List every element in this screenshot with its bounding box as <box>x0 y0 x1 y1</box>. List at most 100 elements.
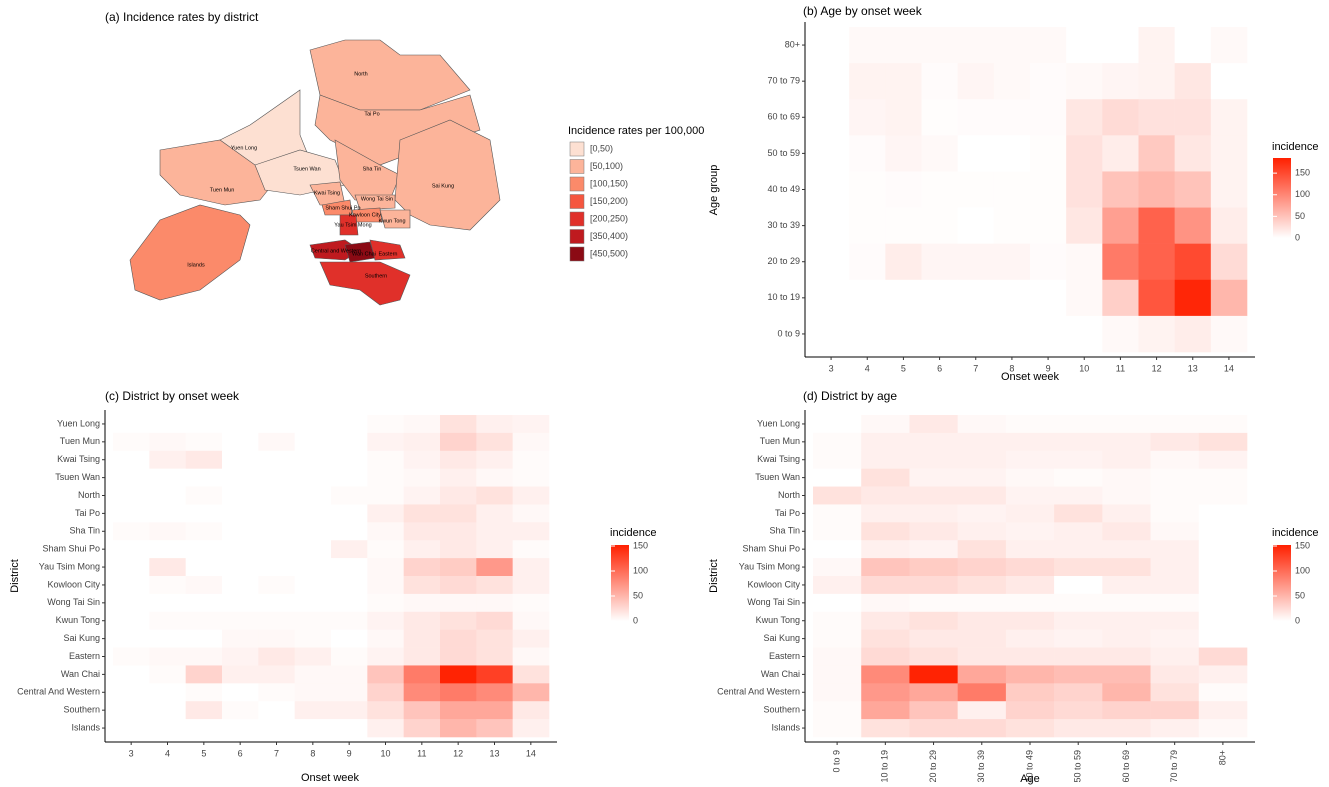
heat-cell <box>909 450 958 469</box>
heat-cell <box>1150 415 1200 434</box>
x-tick-label: 13 <box>1188 363 1198 373</box>
legend-swatch <box>569 211 585 227</box>
heat-cell <box>1210 99 1248 136</box>
heat-cell <box>861 540 910 559</box>
heat-cell <box>813 171 850 208</box>
heat-cell <box>861 665 910 684</box>
heat-cell <box>993 63 1031 100</box>
district-shape <box>159 139 281 206</box>
heat-cell <box>909 719 958 738</box>
heat-cell <box>476 504 513 523</box>
heat-cell <box>403 593 441 613</box>
heat-cell <box>403 665 441 684</box>
heat-cell <box>512 665 550 684</box>
colorbar-label: 50 <box>1295 211 1305 221</box>
heat-cell <box>1005 683 1055 702</box>
district-shape <box>319 261 411 306</box>
heat-cell <box>113 468 150 487</box>
heat-cell <box>294 701 332 720</box>
heat-cell <box>1210 279 1248 317</box>
heat-cell <box>294 629 332 648</box>
district-label: Sham Shui Po <box>325 205 360 211</box>
heat-cell <box>440 432 477 452</box>
colorbar <box>1273 158 1291 238</box>
heat-cell <box>294 593 332 613</box>
colorbar-label: 150 <box>1295 540 1310 550</box>
y-tick-label: Kwai Tsing <box>57 454 100 464</box>
heat-cell <box>367 647 404 666</box>
heat-cell <box>861 450 910 469</box>
y-tick-label: Central And Western <box>717 687 800 697</box>
heat-cell <box>813 486 862 505</box>
x-tick-label: 30 to 39 <box>976 750 986 783</box>
x-tick-label: 14 <box>1224 363 1234 373</box>
heat-cell <box>813 135 850 172</box>
heat-cell <box>440 504 477 523</box>
heat-cell <box>1198 468 1248 487</box>
colorbar-label: 100 <box>1295 565 1310 575</box>
x-tick-label: 20 to 29 <box>928 750 938 783</box>
y-tick-label: Wong Tai Sin <box>747 597 800 607</box>
y-axis-title: District <box>708 559 720 593</box>
heat-cell <box>1102 486 1151 505</box>
heat-cell <box>294 611 332 630</box>
y-tick-label: 30 to 39 <box>767 220 800 230</box>
heat-cell <box>957 468 1007 487</box>
heat-cell <box>921 243 958 281</box>
heat-cell <box>185 701 223 720</box>
heat-cell <box>294 450 332 469</box>
y-tick-label: Wan Chai <box>761 669 800 679</box>
heat-cell <box>440 576 477 595</box>
heat-cell <box>1054 629 1103 648</box>
heat-cell <box>440 468 477 487</box>
heat-cell <box>1066 171 1103 208</box>
heat-cell <box>993 243 1031 281</box>
heat-cell <box>921 279 958 317</box>
heat-cell <box>1066 27 1103 64</box>
heat-cell <box>113 504 150 523</box>
heat-cell <box>113 415 150 434</box>
heat-cell <box>258 522 295 541</box>
heat-cell <box>1054 468 1103 487</box>
heat-cell <box>813 504 862 523</box>
heat-cell <box>1054 593 1103 613</box>
heat-cell <box>1102 611 1151 630</box>
heat-cell <box>1102 558 1151 577</box>
heat-cell <box>813 558 862 577</box>
heat-cell <box>222 468 259 487</box>
legend-label: [100,150) <box>590 178 628 188</box>
district-label: Wan Chai <box>352 251 376 257</box>
heat-cell <box>222 558 259 577</box>
heat-cell <box>1054 504 1103 523</box>
heat-cell <box>993 279 1031 317</box>
district-shape <box>129 204 251 301</box>
heat-cell <box>1102 450 1151 469</box>
heat-cell <box>1054 647 1103 666</box>
heat-cell <box>331 629 368 648</box>
heat-cell <box>222 486 259 505</box>
heat-cell <box>1150 647 1200 666</box>
heat-cell <box>849 207 886 244</box>
x-tick-label: 5 <box>901 363 906 373</box>
heat-cell <box>1054 558 1103 577</box>
heat-cell <box>957 629 1007 648</box>
heat-cell <box>849 171 886 208</box>
heat-cell <box>294 522 332 541</box>
heat-cell <box>1102 683 1151 702</box>
district-shape <box>339 214 359 236</box>
heat-cell <box>367 719 404 738</box>
heat-cell <box>957 243 995 281</box>
heat-cell <box>476 719 513 738</box>
heat-cell <box>440 647 477 666</box>
district-label: Southern <box>365 273 387 279</box>
heat-cell <box>149 486 186 505</box>
heat-cell <box>861 468 910 487</box>
heat-cell <box>440 486 477 505</box>
heat-cell <box>149 719 186 738</box>
heat-cell <box>1102 415 1151 434</box>
heat-cell <box>861 415 910 434</box>
heat-cell <box>185 504 223 523</box>
heat-cell <box>1102 522 1151 541</box>
heat-cell <box>1198 701 1248 720</box>
